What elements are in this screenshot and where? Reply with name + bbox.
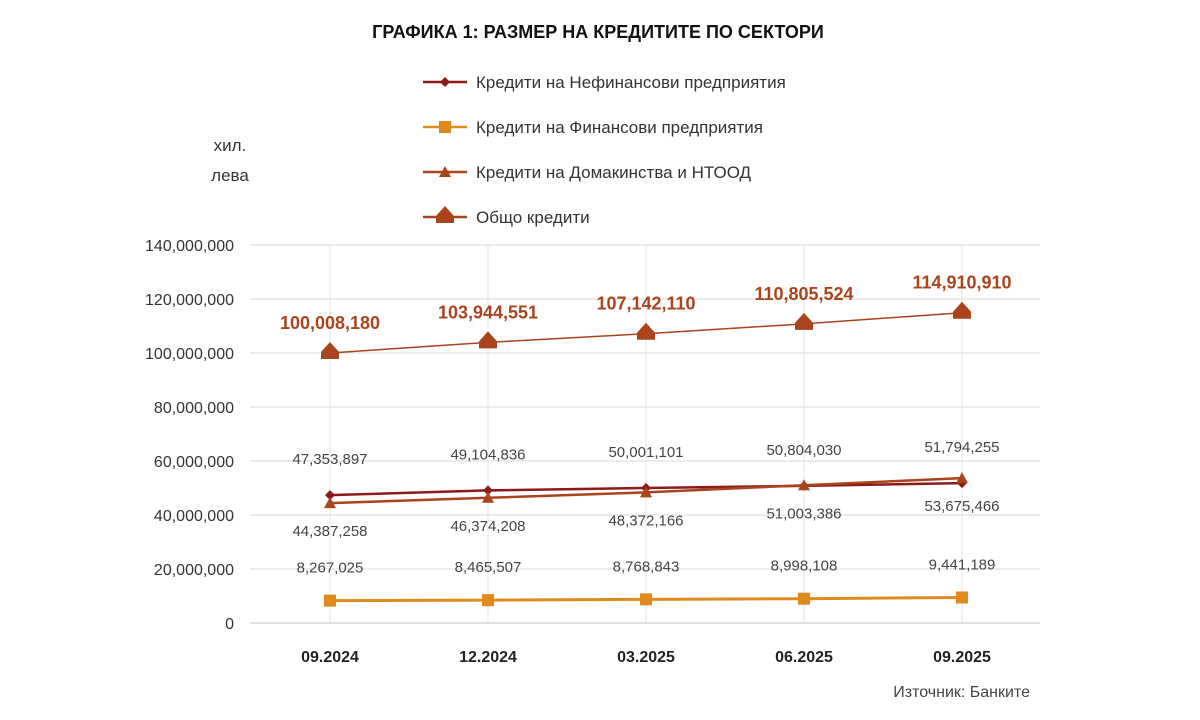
data-point bbox=[956, 591, 968, 604]
total-value-label: 100,008,180 bbox=[280, 313, 380, 333]
data-point bbox=[479, 331, 497, 349]
y-unit-line-1: хил. bbox=[214, 136, 247, 155]
y-tick-label: 20,000,000 bbox=[154, 562, 234, 579]
data-point bbox=[325, 490, 335, 501]
legend-marker bbox=[439, 166, 451, 177]
x-tick-label: 06.2025 bbox=[775, 649, 833, 666]
y-axis: 0 20,000,000 40,000,000 60,000,000 80,000,00… bbox=[145, 238, 234, 633]
data-point bbox=[637, 322, 655, 340]
plot-grid bbox=[250, 244, 1040, 624]
data-label: 8,998,108 bbox=[771, 558, 838, 575]
data-label: 51,794,255 bbox=[924, 439, 999, 456]
y-tick-label: 0 bbox=[225, 616, 234, 633]
legend-marker bbox=[436, 206, 454, 223]
y-unit-line-2: лева bbox=[211, 166, 249, 185]
data-label: 53,675,466 bbox=[924, 498, 999, 515]
x-tick-label: 09.2024 bbox=[301, 649, 359, 666]
y-tick-label: 140,000,000 bbox=[145, 238, 234, 255]
data-point bbox=[953, 301, 971, 319]
total-value-label: 107,142,110 bbox=[596, 294, 695, 314]
data-label: 46,374,208 bbox=[450, 518, 525, 535]
data-label: 50,804,030 bbox=[766, 442, 841, 459]
y-tick-label: 100,000,000 bbox=[145, 346, 234, 363]
x-axis: 09.2024 12.2024 03.2025 06.2025 09.2025 bbox=[301, 649, 991, 666]
data-point bbox=[640, 486, 652, 498]
data-point bbox=[798, 592, 810, 605]
source-note: Източник: Банките bbox=[893, 684, 1030, 701]
data-label: 9,441,189 bbox=[929, 557, 996, 574]
y-tick-label: 80,000,000 bbox=[154, 400, 234, 417]
data-labels: 47,353,897 49,104,836 50,001,101 50,804,030… bbox=[280, 273, 1012, 577]
legend-label: Кредити на Домакинства и НТООД bbox=[476, 163, 752, 182]
data-point bbox=[956, 472, 968, 484]
legend-label: Общо кредити bbox=[476, 208, 590, 227]
y-tick-label: 120,000,000 bbox=[145, 292, 234, 309]
y-tick-label: 60,000,000 bbox=[154, 454, 234, 471]
data-point bbox=[798, 479, 810, 491]
legend-marker bbox=[439, 121, 451, 133]
total-value-label: 103,944,551 bbox=[438, 302, 538, 322]
data-label: 47,353,897 bbox=[292, 451, 367, 468]
series-group bbox=[321, 301, 971, 607]
legend: Кредити на Нефинансови предприятия Кредит… bbox=[423, 73, 786, 227]
x-tick-label: 12.2024 bbox=[459, 649, 517, 666]
data-point bbox=[321, 341, 339, 359]
data-label: 44,387,258 bbox=[292, 523, 367, 540]
x-tick-label: 03.2025 bbox=[617, 649, 675, 666]
data-point bbox=[324, 497, 336, 509]
data-point bbox=[795, 312, 813, 330]
legend-marker bbox=[440, 77, 450, 87]
x-tick-label: 09.2025 bbox=[933, 649, 991, 666]
y-tick-label: 40,000,000 bbox=[154, 508, 234, 525]
data-point bbox=[482, 594, 494, 607]
data-point bbox=[483, 485, 493, 496]
data-label: 8,768,843 bbox=[613, 558, 680, 575]
data-label: 8,267,025 bbox=[297, 560, 364, 577]
legend-label: Кредити на Нефинансови предприятия bbox=[476, 73, 786, 92]
total-value-label: 110,805,524 bbox=[754, 284, 853, 304]
data-point bbox=[482, 491, 494, 503]
data-point bbox=[324, 594, 336, 607]
chart-title: ГРАФИКА 1: РАЗМЕР НА КРЕДИТИТЕ ПО СЕКТОР… bbox=[372, 22, 824, 42]
data-label: 49,104,836 bbox=[450, 446, 525, 463]
legend-label: Кредити на Финансови предприятия bbox=[476, 118, 763, 137]
data-point bbox=[640, 593, 652, 606]
data-label: 48,372,166 bbox=[608, 512, 683, 529]
data-label: 50,001,101 bbox=[608, 444, 683, 461]
data-label: 51,003,386 bbox=[766, 505, 841, 522]
total-value-label: 114,910,910 bbox=[912, 273, 1011, 293]
data-label: 8,465,507 bbox=[455, 559, 522, 576]
